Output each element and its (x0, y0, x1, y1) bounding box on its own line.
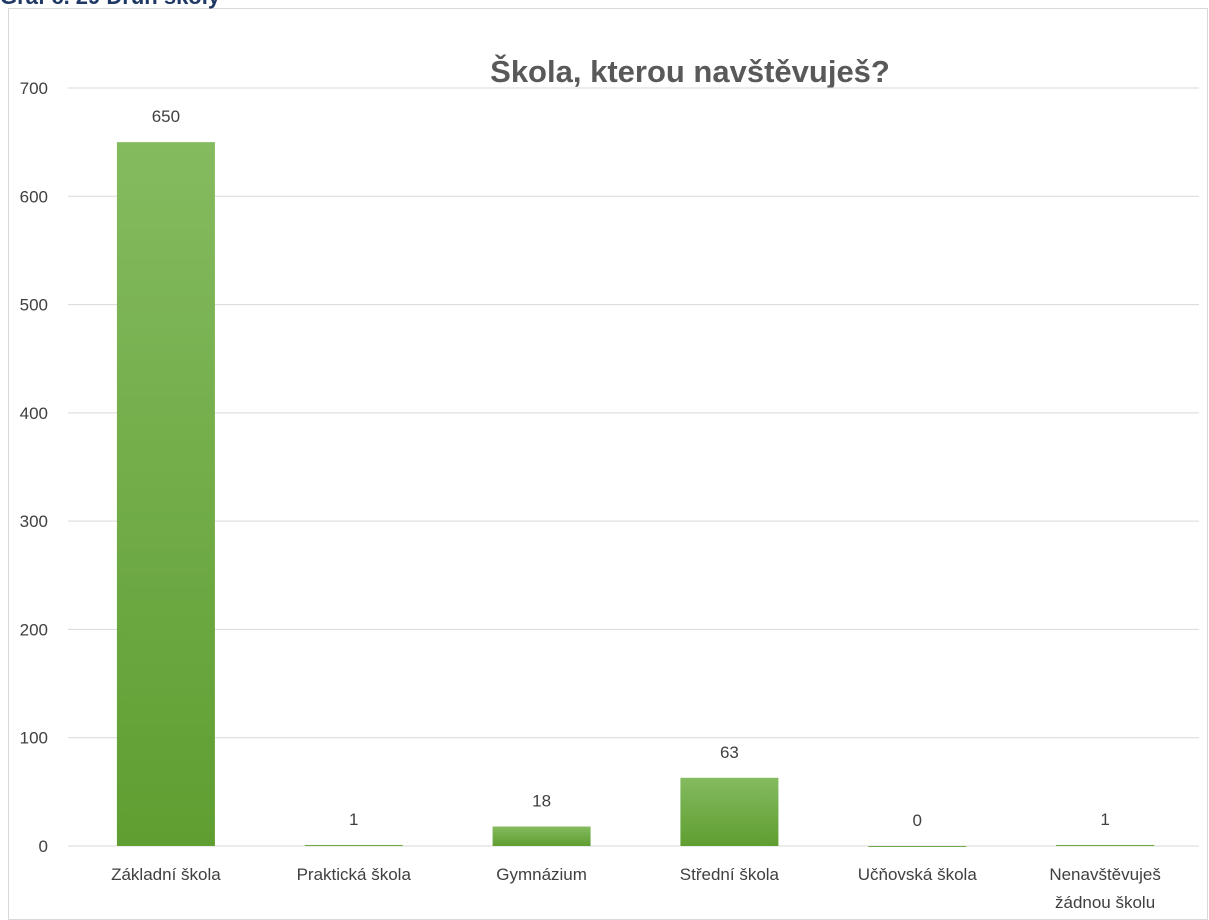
y-tick-label: 200 (20, 620, 48, 639)
data-label: 0 (913, 811, 922, 830)
x-tick-label: Základní škola (111, 865, 221, 884)
data-label: 1 (349, 810, 358, 829)
y-tick-label: 500 (20, 296, 48, 315)
bar (680, 777, 779, 846)
y-tick-label: 100 (20, 729, 48, 748)
bar (1056, 844, 1155, 846)
data-label: 650 (152, 107, 180, 126)
data-label: 63 (720, 743, 739, 762)
x-tick-label: Střední škola (680, 865, 780, 884)
bar (304, 844, 403, 846)
y-tick-label: 700 (20, 79, 48, 98)
y-tick-label: 400 (20, 404, 48, 423)
x-tick-label: Učňovská škola (858, 865, 978, 884)
y-tick-label: 300 (20, 512, 48, 531)
data-label: 18 (532, 792, 551, 811)
bar (868, 846, 967, 847)
y-tick-label: 0 (39, 837, 48, 856)
data-label: 1 (1100, 810, 1109, 829)
x-tick-label: Praktická škola (297, 865, 412, 884)
y-tick-label: 600 (20, 187, 48, 206)
chart-title: Škola, kterou navštěvuješ? (490, 53, 890, 89)
x-tick-label: Nenavštěvuješ žádnou školu (1049, 865, 1161, 912)
x-tick-label: Gymnázium (496, 865, 587, 884)
caption: Graf č. 29 Druh školy (0, 0, 221, 9)
bar (492, 826, 591, 846)
bar (116, 142, 215, 847)
